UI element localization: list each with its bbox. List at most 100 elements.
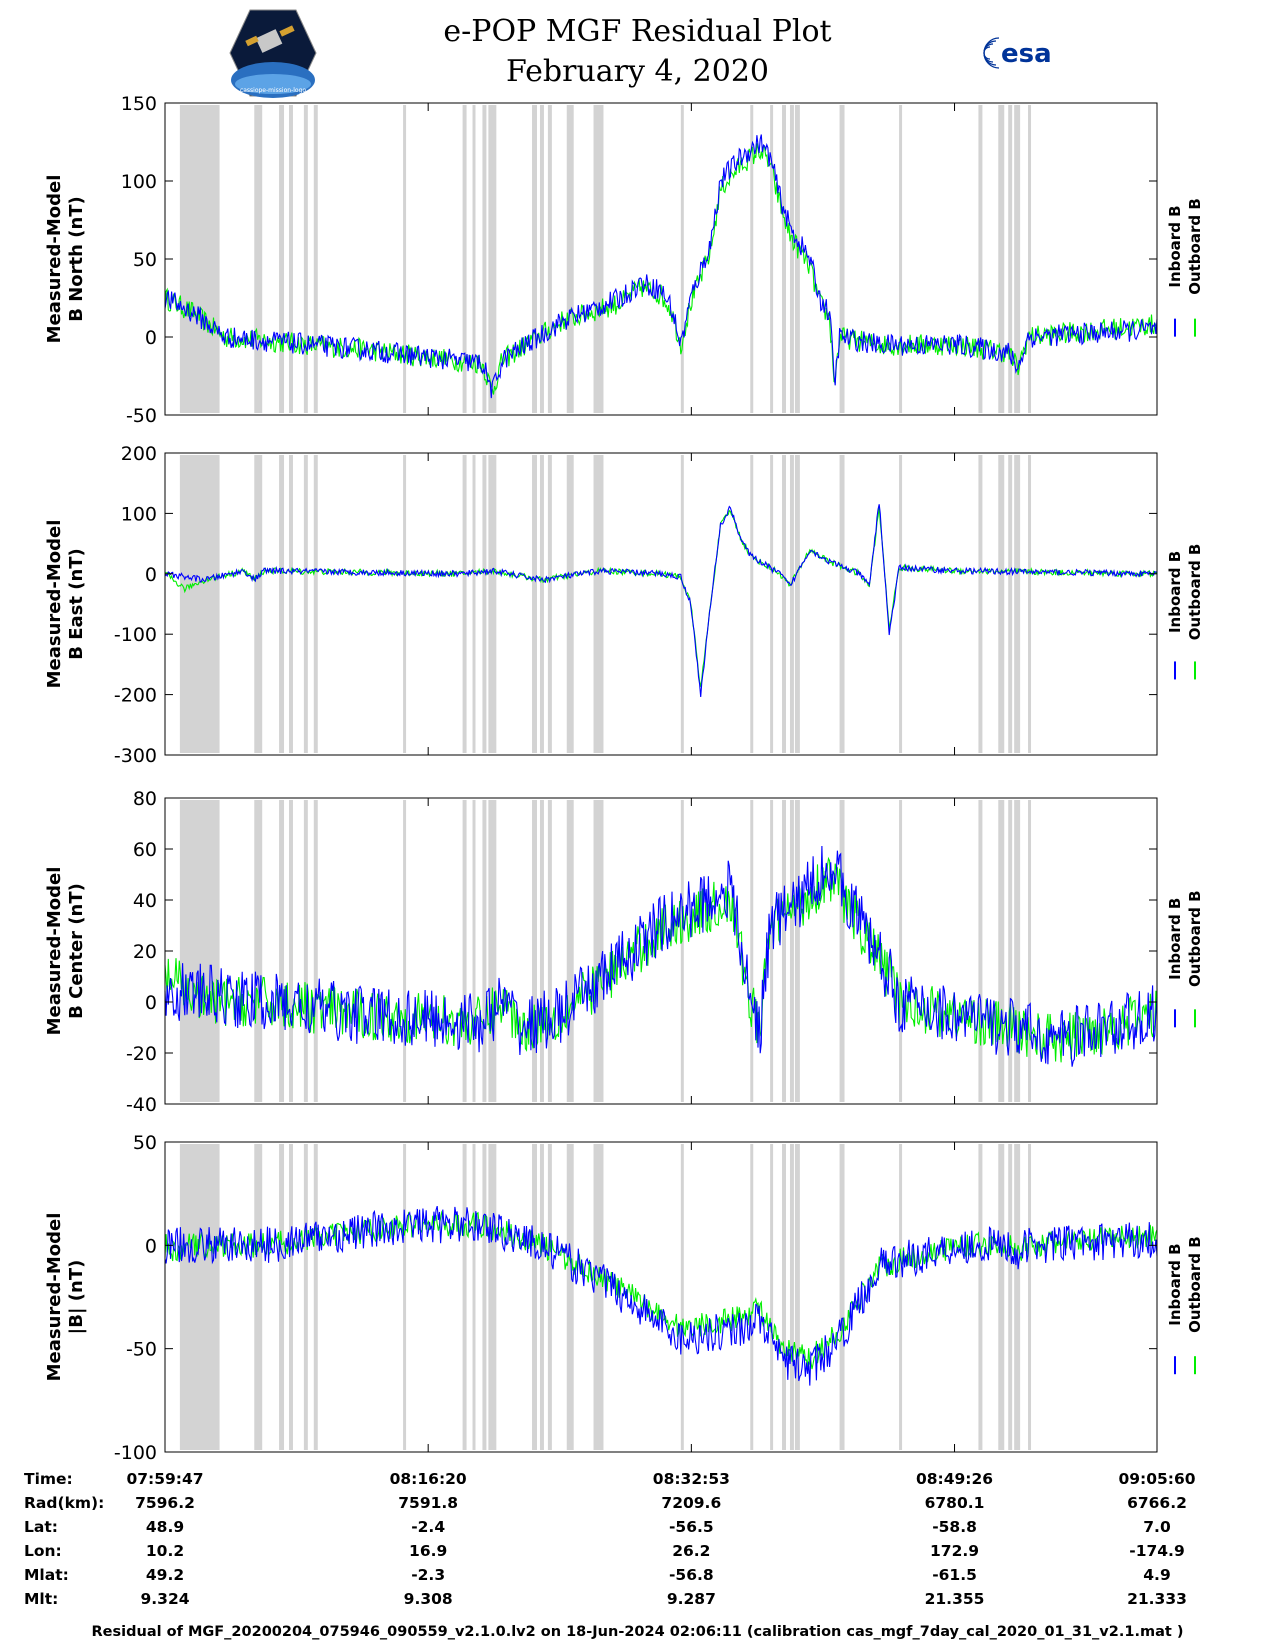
gap-band [1008, 1144, 1013, 1450]
series-line-inboard [164, 1205, 1158, 1386]
y-tick-label: 0 [145, 1235, 157, 1257]
ephemeris-value: 07:59:47 [126, 1470, 204, 1488]
gap-band [1008, 455, 1013, 753]
ephemeris-value: 08:32:53 [652, 1470, 730, 1488]
gap-band [482, 800, 487, 1102]
gap-band [1014, 800, 1021, 1102]
gap-band [289, 105, 293, 413]
gap-band [593, 1144, 604, 1450]
gap-band [254, 800, 263, 1102]
ephemeris-value: 21.355 [924, 1590, 985, 1608]
gap-band [566, 1144, 574, 1450]
legend-labels: Inboard B Outboard B [1166, 1236, 1204, 1333]
gap-band [750, 105, 754, 413]
gap-band [289, 1144, 293, 1450]
ephemeris-value: 6780.1 [924, 1494, 985, 1512]
gap-band [482, 455, 487, 753]
gap-band [1014, 105, 1021, 413]
plot-axes-frame [164, 452, 1158, 756]
y-tick-label: 100 [121, 503, 157, 525]
gap-band [547, 105, 552, 413]
gap-band [482, 1144, 487, 1450]
legend-labels: Inboard B Outboard B [1166, 890, 1204, 987]
gap-band [593, 800, 604, 1102]
series-line-inboard [164, 134, 1158, 399]
gap-band [1014, 455, 1021, 753]
gap-band [279, 105, 285, 413]
gap-band [547, 1144, 552, 1450]
y-tick-label: 100 [121, 171, 157, 193]
y-tick-label: 40 [133, 890, 157, 912]
chart-title-date: February 4, 2020 [505, 54, 769, 89]
ephemeris-value: 48.9 [145, 1518, 185, 1536]
ephemeris-label-rad: Rad(km): [24, 1494, 105, 1512]
gap-band [750, 800, 754, 1102]
gap-band [462, 455, 467, 753]
ephemeris-value: 9.308 [403, 1590, 453, 1608]
legend-labels: Inboard B Outboard B [1166, 198, 1204, 295]
ephemeris-value: 08:49:26 [915, 1470, 994, 1488]
gap-band [593, 105, 604, 413]
gap-band [789, 1144, 794, 1450]
gap-band [1008, 105, 1013, 413]
gap-band [899, 455, 903, 753]
ephemeris-value: -174.9 [1129, 1542, 1185, 1560]
gap-band [313, 455, 318, 753]
gap-band [403, 1144, 407, 1450]
gap-band [254, 105, 263, 413]
y-tick-label: -40 [126, 1094, 157, 1116]
logo-text: cassiope-mission-logo [240, 87, 306, 94]
gap-band [462, 1144, 467, 1450]
ephemeris-label-lat: Lat: [24, 1518, 58, 1536]
ephemeris-value: 7591.8 [398, 1494, 459, 1512]
y-tick-label: -100 [114, 624, 157, 646]
ephemeris-value: 9.324 [140, 1590, 190, 1608]
gap-band [789, 455, 794, 753]
gap-band [482, 105, 487, 413]
gap-band [593, 455, 604, 753]
gap-band [303, 800, 308, 1102]
gap-band [770, 1144, 774, 1450]
gap-band [539, 455, 544, 753]
y-tick-label: 150 [121, 93, 157, 115]
gap-band [770, 455, 774, 753]
gap-band [978, 800, 983, 1102]
y-axis-label: Measured-ModelB North (nT) [44, 175, 87, 344]
ephemeris-label-mlt: Mlt: [24, 1590, 59, 1608]
y-tick-label: -100 [114, 1442, 157, 1464]
gap-band [488, 800, 497, 1102]
gap-band [789, 800, 794, 1102]
ephemeris-value: -58.8 [932, 1518, 977, 1536]
ephemeris-value: -61.5 [932, 1566, 977, 1584]
ephemeris-value: 7.0 [1143, 1518, 1171, 1536]
gap-band [899, 800, 903, 1102]
gap-band [488, 455, 497, 753]
gap-band [1028, 1144, 1032, 1450]
y-tick-label: 50 [133, 1132, 157, 1154]
gap-band [472, 455, 476, 753]
gap-band [794, 1144, 800, 1450]
ephemeris-value: 172.9 [930, 1542, 980, 1560]
gap-band [403, 455, 407, 753]
gap-band [782, 455, 786, 753]
gap-band [403, 105, 407, 413]
gap-band [532, 455, 537, 753]
ephemeris-value: 16.9 [409, 1542, 448, 1560]
ephemeris-value: 9.287 [666, 1590, 716, 1608]
y-tick-label: 0 [145, 327, 157, 349]
gap-band [303, 1144, 308, 1450]
gap-band [978, 455, 983, 753]
y-axis-label: Measured-ModelB East (nT) [44, 520, 87, 689]
gap-band [794, 800, 800, 1102]
gap-band [899, 1144, 903, 1450]
gap-band [566, 455, 574, 753]
gap-band [1008, 800, 1013, 1102]
ephemeris-value: -2.3 [411, 1566, 446, 1584]
esa-logo: esa [983, 37, 1052, 69]
gap-band [303, 455, 308, 753]
gap-band [547, 800, 552, 1102]
ephemeris-value: 49.2 [145, 1566, 185, 1584]
cassiope-logo: cassiope-mission-logo [229, 9, 317, 98]
gap-band [254, 455, 263, 753]
gap-band [313, 105, 318, 413]
